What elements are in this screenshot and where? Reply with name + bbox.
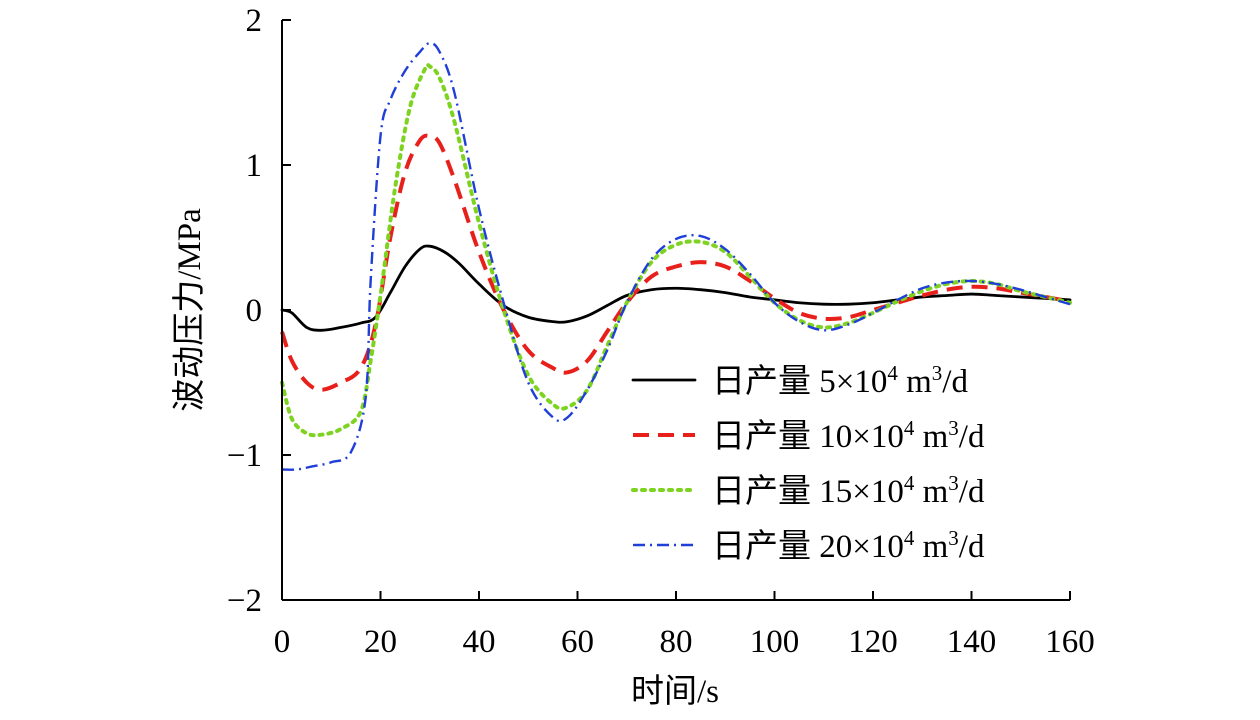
legend-label-4: 日产量 20×104 m3/d xyxy=(712,526,985,565)
y-tick-label: −1 xyxy=(227,438,262,474)
x-tick-label: 120 xyxy=(848,624,898,660)
legend-text: /d xyxy=(959,529,985,565)
x-tick-label: 100 xyxy=(750,624,800,660)
legend-label-2: 日产量 10×104 m3/d xyxy=(712,416,985,455)
legend-label-3: 日产量 15×104 m3/d xyxy=(712,471,985,510)
legend-superscript: 3 xyxy=(948,416,959,440)
x-axis-label: 时间/s xyxy=(631,674,719,710)
x-tick-label: 80 xyxy=(660,624,693,660)
x-tick-label: 0 xyxy=(274,624,291,660)
legend-superscript: 3 xyxy=(932,361,943,385)
legend-text: m xyxy=(898,364,932,400)
y-axis-label: 波动压力/MPa xyxy=(171,208,208,412)
y-tick-label: −2 xyxy=(227,583,262,619)
x-tick-label: 140 xyxy=(947,624,997,660)
x-tick-label: 20 xyxy=(364,624,397,660)
legend-text: 日产量 5×10 xyxy=(712,363,887,400)
series-line-4 xyxy=(281,42,1071,471)
x-tick-label: 160 xyxy=(1045,624,1095,660)
legend-text: /d xyxy=(959,419,985,455)
legend-text: /d xyxy=(942,364,968,400)
legend-superscript: 4 xyxy=(904,526,915,550)
legend-superscript: 3 xyxy=(948,471,959,495)
legend-superscript: 4 xyxy=(904,471,915,495)
legend-text: /d xyxy=(959,474,985,510)
legend-text: 日产量 10×10 xyxy=(712,418,904,455)
y-tick-label: 2 xyxy=(246,3,263,39)
x-tick-label: 40 xyxy=(463,624,496,660)
legend-superscript: 3 xyxy=(948,526,959,550)
series-line-3 xyxy=(280,62,1072,438)
legend-text: m xyxy=(914,419,948,455)
y-tick-label: 1 xyxy=(246,148,263,184)
legend-text: 日产量 20×10 xyxy=(712,528,904,565)
legend-text: m xyxy=(914,474,948,510)
legend-superscript: 4 xyxy=(904,416,915,440)
x-tick-label: 60 xyxy=(561,624,594,660)
legend-text: 日产量 15×10 xyxy=(712,473,904,510)
legend-superscript: 4 xyxy=(887,361,898,385)
series-line-2 xyxy=(280,133,1071,392)
y-tick-label: 0 xyxy=(246,293,263,329)
legend-label-1: 日产量 5×104 m3/d xyxy=(712,361,968,400)
plot-area xyxy=(280,42,1072,471)
axes: 0 20 40 60 80 100 120 140 160 2 1 0 −1 −2 xyxy=(227,3,1095,660)
legend-text: m xyxy=(914,529,948,565)
